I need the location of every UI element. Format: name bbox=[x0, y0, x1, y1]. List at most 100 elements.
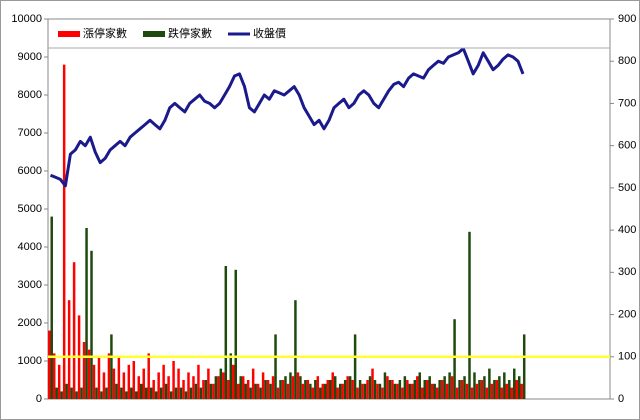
bar bbox=[107, 353, 111, 399]
bar bbox=[483, 376, 486, 399]
bar bbox=[159, 387, 163, 399]
bar bbox=[309, 383, 312, 399]
bar bbox=[478, 380, 481, 399]
bar bbox=[236, 383, 240, 399]
y2-tick-label: 800 bbox=[618, 55, 636, 67]
bar bbox=[55, 387, 58, 399]
bar bbox=[503, 372, 506, 399]
bar bbox=[142, 368, 145, 399]
bar bbox=[490, 383, 494, 399]
bar bbox=[85, 228, 88, 399]
bar bbox=[495, 380, 499, 399]
bar bbox=[376, 383, 379, 399]
bar bbox=[498, 376, 501, 399]
bar bbox=[227, 380, 230, 399]
bar bbox=[396, 383, 399, 399]
bar bbox=[266, 380, 270, 399]
bar bbox=[450, 376, 454, 399]
bar bbox=[366, 380, 369, 399]
y-tick-label: 2000 bbox=[18, 317, 42, 329]
bar bbox=[324, 383, 327, 399]
y2-tick-label: 500 bbox=[618, 182, 636, 194]
bar bbox=[117, 357, 121, 399]
bar bbox=[212, 383, 215, 399]
bar bbox=[378, 383, 382, 399]
bar bbox=[187, 372, 190, 399]
y-tick-label: 4000 bbox=[18, 241, 42, 253]
bar bbox=[182, 380, 185, 399]
bar bbox=[294, 300, 297, 399]
bar bbox=[130, 387, 133, 399]
bar bbox=[120, 387, 123, 399]
bar bbox=[162, 364, 165, 399]
bar bbox=[435, 387, 439, 399]
bar bbox=[92, 364, 96, 399]
bar bbox=[463, 376, 466, 399]
y-tick-label: 0 bbox=[36, 393, 42, 405]
bar bbox=[261, 372, 265, 399]
y2-tick-label: 400 bbox=[618, 224, 636, 236]
bar bbox=[406, 380, 409, 399]
bar bbox=[256, 383, 260, 399]
y2-tick-label: 700 bbox=[618, 97, 636, 109]
bar bbox=[174, 387, 178, 399]
bar bbox=[115, 383, 118, 399]
bar bbox=[438, 380, 441, 399]
bar bbox=[281, 380, 285, 399]
y-tick-label: 9000 bbox=[18, 51, 42, 63]
bar bbox=[264, 380, 267, 399]
bar bbox=[393, 383, 397, 399]
bar bbox=[125, 391, 128, 399]
bar bbox=[87, 349, 91, 399]
legend-swatch bbox=[143, 31, 165, 37]
bar bbox=[179, 387, 183, 399]
y-tick-label: 10000 bbox=[11, 13, 42, 25]
bar bbox=[398, 380, 402, 399]
bar bbox=[416, 376, 419, 399]
bar bbox=[513, 368, 516, 399]
bar bbox=[70, 387, 73, 399]
bar bbox=[157, 372, 160, 399]
bar bbox=[184, 391, 188, 399]
bar bbox=[80, 387, 83, 399]
bar bbox=[338, 383, 342, 399]
bar bbox=[388, 380, 392, 399]
bar bbox=[470, 387, 474, 399]
bar bbox=[353, 334, 357, 399]
bar bbox=[508, 380, 511, 399]
bar bbox=[224, 266, 228, 399]
bar bbox=[440, 380, 444, 399]
bar bbox=[217, 376, 220, 399]
bar bbox=[411, 383, 414, 399]
y2-tick-label: 600 bbox=[618, 140, 636, 152]
bar bbox=[82, 342, 86, 399]
bar bbox=[57, 364, 61, 399]
legend-label: 收盤價 bbox=[253, 26, 286, 40]
plot-area bbox=[47, 18, 611, 400]
bar bbox=[122, 372, 126, 399]
bar bbox=[517, 376, 521, 399]
bar bbox=[110, 334, 113, 399]
bar bbox=[222, 372, 225, 399]
legend-label: 跌停家數 bbox=[168, 26, 212, 40]
y-tick-label: 3000 bbox=[18, 279, 42, 291]
bar bbox=[418, 372, 422, 399]
bar bbox=[274, 334, 277, 399]
bar bbox=[346, 376, 349, 399]
bar bbox=[244, 383, 247, 399]
bar bbox=[241, 376, 245, 399]
bar bbox=[520, 383, 523, 399]
bar bbox=[383, 372, 387, 399]
bar bbox=[214, 376, 218, 399]
bar bbox=[112, 368, 116, 399]
line-series bbox=[49, 47, 525, 188]
bar bbox=[291, 376, 295, 399]
bar bbox=[149, 387, 153, 399]
bar bbox=[473, 372, 476, 399]
bar bbox=[433, 383, 436, 399]
bar bbox=[147, 353, 150, 399]
legend bbox=[49, 20, 609, 48]
bar bbox=[428, 376, 431, 399]
bar bbox=[72, 262, 76, 399]
bar bbox=[67, 300, 71, 399]
